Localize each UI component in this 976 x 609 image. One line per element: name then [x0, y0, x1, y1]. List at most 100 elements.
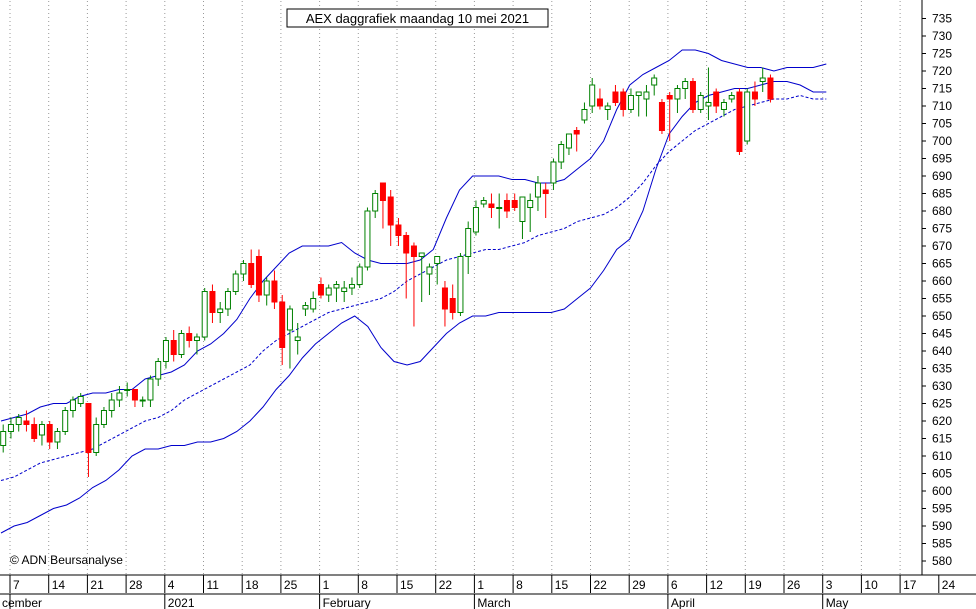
candle-body [333, 284, 340, 289]
candle [62, 407, 69, 435]
chart-title: AEX daggrafiek maandag 10 mei 2021 [306, 11, 529, 26]
candle-body [54, 431, 61, 443]
candle [496, 193, 503, 229]
vertical-grid [9, 1, 901, 575]
candle-body [713, 91, 720, 107]
y-tick-label: 725 [932, 47, 952, 61]
candle-body [341, 287, 348, 292]
candle-body [7, 424, 14, 432]
x-tick-label: 7 [13, 578, 20, 592]
candle-body [643, 91, 650, 100]
candle [589, 78, 596, 113]
candle-body [418, 252, 425, 257]
candle [387, 190, 394, 246]
candle-body [38, 424, 45, 436]
x-tick-label: 4 [168, 578, 175, 592]
x-tick-label: 18 [245, 578, 259, 592]
candle [279, 295, 286, 365]
candle [558, 141, 565, 169]
candle-body [689, 81, 696, 110]
candle-body [751, 91, 758, 100]
candle [100, 407, 107, 428]
y-tick-label: 675 [932, 222, 952, 236]
candle [620, 88, 627, 117]
candle-body [232, 273, 239, 292]
candle [263, 277, 270, 306]
x-tick-label: 1 [323, 578, 330, 592]
x-tick-label: 8 [516, 578, 523, 592]
candle-body [728, 95, 735, 100]
x-tick-label: 28 [129, 578, 143, 592]
candle [689, 78, 696, 113]
candle-body [527, 200, 534, 208]
x-tick-label: 22 [439, 578, 453, 592]
candle [224, 288, 231, 316]
candle-body [170, 340, 177, 355]
candle [46, 421, 53, 449]
chart-title-frame [286, 8, 549, 28]
candle [581, 102, 588, 124]
y-tick-label: 665 [932, 257, 952, 271]
candle [240, 260, 247, 281]
month-label: 2021 [168, 596, 195, 609]
y-tick-label: 600 [932, 484, 952, 498]
candle [674, 85, 681, 113]
y-tick-label: 590 [932, 519, 952, 533]
candle-body [705, 102, 712, 107]
candle [550, 158, 557, 190]
candle [705, 67, 712, 120]
candle-body [651, 77, 658, 86]
candle [333, 281, 340, 302]
candle [604, 102, 611, 120]
candle-body [248, 263, 255, 285]
candle-body [62, 410, 69, 432]
y-tick-label: 730 [932, 29, 952, 43]
candle-body [441, 287, 448, 310]
candle-body [697, 95, 704, 110]
candle [317, 277, 324, 299]
candle [38, 421, 45, 446]
y-tick-label: 655 [932, 292, 952, 306]
y-tick-label: 710 [932, 99, 952, 113]
candle-body [15, 417, 22, 425]
candle-body [310, 298, 317, 310]
candle-body [286, 308, 293, 331]
candle [751, 81, 758, 106]
candle [271, 270, 278, 309]
candle [666, 92, 673, 141]
candle-body [496, 207, 503, 209]
candlesticks [0, 67, 774, 477]
candle [542, 183, 549, 218]
candle [511, 193, 518, 211]
candle-body [356, 266, 363, 285]
candle [77, 393, 84, 407]
candle-body [387, 196, 394, 226]
y-tick-label: 620 [932, 414, 952, 428]
candle-body [271, 280, 278, 303]
month-label: February [323, 596, 371, 609]
x-tick-label: 8 [361, 578, 368, 592]
candle [759, 67, 766, 92]
candle [379, 182, 386, 229]
candle-body [217, 308, 224, 313]
candle [139, 396, 146, 407]
candle-body [542, 189, 549, 194]
candle [108, 393, 115, 418]
candle [697, 92, 704, 113]
candle-body [178, 333, 185, 355]
x-tick-label: 24 [942, 578, 956, 592]
candle-body [46, 424, 53, 443]
candle-body [612, 91, 619, 103]
candle [341, 281, 348, 302]
candle-body [534, 182, 541, 198]
candle [403, 232, 410, 299]
candle [651, 74, 658, 96]
candle [503, 193, 510, 218]
candle [286, 305, 293, 369]
candle [480, 197, 487, 208]
candle [170, 330, 177, 362]
candle [7, 417, 14, 439]
lower-band-line [0, 81, 827, 534]
candle [728, 92, 735, 103]
